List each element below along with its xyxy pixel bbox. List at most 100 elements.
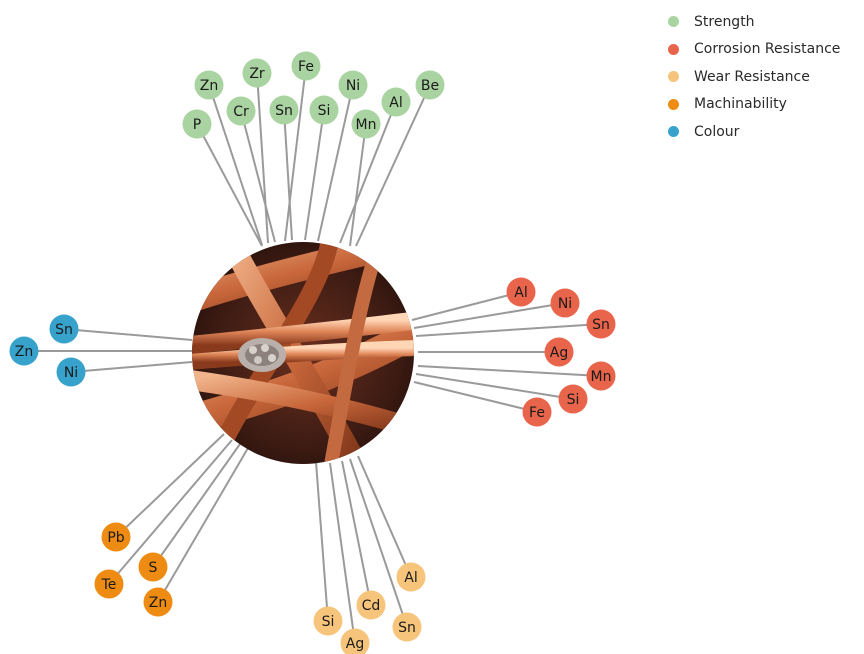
legend-label: Strength [694,13,755,30]
strength-node-circle [242,58,272,88]
legend-label: Wear Resistance [694,68,810,85]
element-symbol: Sn [275,103,293,119]
strength-connector [240,110,276,243]
element-symbol: Fe [298,59,314,75]
element-symbol: Zn [15,344,33,360]
wear-resistance-node-circle [313,606,343,636]
element-symbol: Te [101,577,117,593]
legend-item-machinability: Machinability [668,91,840,119]
corrosion-resistance-node-circle [586,309,616,339]
strength-node-circle [338,70,368,100]
corrosion-resistance-connector [415,323,602,337]
corrosion-resistance-node: Mn [586,361,616,391]
legend-dot-colour [668,126,679,138]
machinability-node: S [138,552,168,582]
strength-node-circle [182,109,212,139]
strength-node-circle [194,70,224,100]
strength-node: Cr [226,96,256,126]
wear-resistance-node-circle [396,562,426,592]
strength-node: P [182,109,212,139]
strength-node: Fe [291,51,321,81]
strength-node: Mn [351,109,381,139]
corrosion-resistance-node-circle [586,361,616,391]
legend-dot-strength [668,16,679,28]
element-symbol: Al [389,95,402,111]
colour-node-circle [9,336,39,366]
strength-node-circle [291,51,321,81]
machinability-connector [152,443,241,568]
element-symbol: Sn [592,317,610,333]
wear-resistance-node-circle [392,612,422,642]
element-symbol: Cd [362,598,381,614]
corrosion-resistance-node-circle [522,397,552,427]
element-symbol: Ag [550,345,568,361]
strength-node-circle [309,95,339,125]
element-symbol: Sn [398,620,416,636]
machinability-connector [157,447,249,603]
corrosion-resistance-node-circle [550,288,580,318]
element-symbol: Si [567,392,580,408]
element-symbol: Zn [200,78,218,94]
strength-connector [349,123,367,247]
legend-dot-machinability [668,98,679,110]
element-symbol: Zn [149,595,167,611]
strength-node-circle [351,109,381,139]
corrosion-resistance-node: Fe [522,397,552,427]
colour-node-circle [56,357,86,387]
element-symbol: Sn [55,322,73,338]
machinability-connector [115,433,225,538]
element-symbol: Ni [558,296,572,312]
element-symbol: Ni [346,78,360,94]
element-symbol: Si [318,103,331,119]
legend-dot-wear-resistance [668,71,679,83]
corrosion-resistance-node-circle [506,277,536,307]
wear-resistance-node: Si [313,606,343,636]
corrosion-resistance-node-circle [544,337,574,367]
wear-resistance-node: Sn [392,612,422,642]
wear-resistance-connector [357,455,412,578]
strength-node: Ni [338,70,368,100]
corrosion-resistance-connector [413,302,566,329]
element-symbol: Cr [233,104,249,120]
strength-connector [283,109,293,241]
machinability-node: Te [94,569,124,599]
legend-label: Colour [694,123,740,140]
wear-resistance-node-circle [340,628,370,654]
strength-node: Si [309,95,339,125]
element-symbol: Ni [64,365,78,381]
legend-label: Corrosion Resistance [694,41,841,58]
corrosion-resistance-connector [413,381,538,413]
strength-node: Sn [269,95,299,125]
machinability-node-circle [143,587,173,617]
wear-resistance-node: Ag [340,628,370,654]
element-symbol: Ag [346,636,364,652]
element-symbol: S [149,560,158,576]
machinability-node-circle [101,522,131,552]
wear-resistance-connector [315,461,329,622]
strength-connector [196,123,263,247]
corrosion-resistance-connector [417,365,602,377]
wear-resistance-node-circle [356,590,386,620]
corrosion-resistance-node: Ag [544,337,574,367]
machinability-node: Zn [143,587,173,617]
legend-dot-corrosion-resistance [668,43,679,55]
legend-item-colour: Colour [668,118,840,146]
corrosion-resistance-node-circle [558,384,588,414]
center-copper-image [192,242,414,464]
element-symbol: Zr [249,66,265,82]
legend-item-wear-resistance: Wear Resistance [668,63,840,91]
wear-resistance-node: Al [396,562,426,592]
element-symbol: Al [514,285,527,301]
colour-connector [70,361,193,373]
strength-node-circle [415,70,445,100]
corrosion-resistance-node: Sn [586,309,616,339]
strength-connector [304,109,325,241]
strength-node-circle [381,87,411,117]
colour-node-circle [49,314,79,344]
machinability-node-circle [138,552,168,582]
strength-connector [355,84,431,247]
machinability-connector [108,439,233,585]
legend-item-strength: Strength [668,8,840,36]
corrosion-resistance-node: Si [558,384,588,414]
